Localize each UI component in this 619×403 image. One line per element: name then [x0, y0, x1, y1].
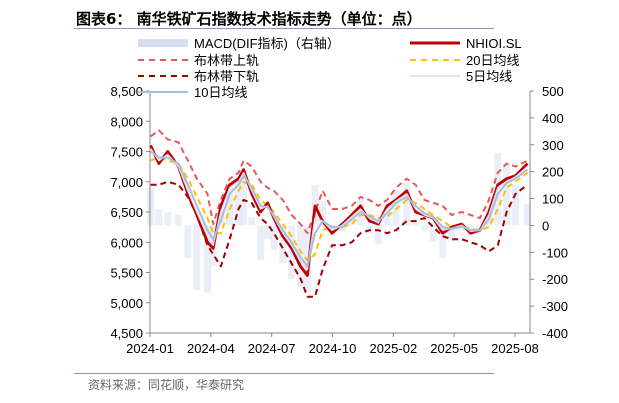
title-divider: [74, 28, 494, 29]
right-tick-label: -300: [542, 299, 568, 314]
macd-bar: [155, 209, 163, 226]
x-tick-label: 2024-10: [309, 341, 357, 356]
source-divider: [74, 373, 494, 374]
legend-label: NHIOI.SL: [466, 36, 522, 51]
legend-label: 布林带下轨: [194, 69, 259, 84]
right-tick-label: 0: [542, 218, 549, 233]
macd-bar: [288, 225, 296, 280]
macd-bar: [226, 182, 234, 226]
chart-title: 图表6： 南华铁矿石指数技术指标走势（单位：点）: [76, 10, 422, 28]
left-tick-label: 7,500: [110, 145, 143, 160]
right-tick-label: -200: [542, 272, 568, 287]
macd-bar: [412, 222, 420, 226]
macd-bar: [523, 203, 531, 226]
macd-bar: [338, 225, 346, 231]
macd-bar: [439, 225, 447, 258]
legend-swatch: [138, 39, 188, 47]
macd-bar: [374, 225, 382, 245]
macd-bar: [420, 225, 428, 231]
macd-bar: [193, 225, 201, 290]
left-tick-label: 7,000: [110, 175, 143, 190]
series-line: [149, 148, 528, 271]
macd-bar: [319, 201, 327, 226]
macd-bar: [217, 209, 225, 226]
left-tick-label: 4,500: [110, 326, 143, 341]
macd-bar: [184, 225, 192, 258]
right-tick-label: -400: [542, 326, 568, 341]
x-tick-label: 2024-04: [187, 341, 235, 356]
x-tick-label: 2025-05: [430, 341, 478, 356]
macd-bar: [511, 185, 519, 226]
legend-label: MACD(DIF指标)（右轴）: [194, 36, 340, 51]
macd-bar: [164, 212, 172, 226]
right-tick-label: 400: [542, 111, 564, 126]
series-line: [150, 150, 529, 268]
macd-bar: [503, 163, 511, 226]
legend-label: 20日均线: [466, 53, 519, 68]
macd-bar: [279, 225, 287, 264]
right-tick-label: 200: [542, 165, 564, 180]
macd-bar: [174, 214, 182, 226]
left-tick-label: 8,500: [110, 84, 143, 99]
macd-bar: [264, 225, 272, 239]
macd-bar: [257, 225, 265, 261]
macd-bar: [403, 182, 411, 226]
macd-bar: [383, 203, 391, 226]
macd-bar: [204, 225, 212, 293]
macd-bar: [248, 217, 256, 226]
legend-label: 10日均线: [194, 85, 247, 100]
x-tick-label: 2024-07: [248, 341, 296, 356]
x-tick-label: 2024-01: [126, 341, 174, 356]
macd-bar: [448, 225, 456, 242]
macd-bar: [458, 225, 466, 231]
macd-bar: [235, 179, 243, 226]
source-note: 资料来源：同花顺，华泰研究: [88, 378, 245, 392]
left-tick-label: 6,000: [110, 235, 143, 250]
macd-bar: [147, 187, 155, 226]
legend-label: 布林带上轨: [194, 53, 259, 68]
right-tick-label: 100: [542, 192, 564, 207]
right-tick-label: 300: [542, 138, 564, 153]
left-tick-label: 8,000: [110, 114, 143, 129]
x-tick-label: 2025-08: [491, 341, 539, 356]
left-tick-label: 5,000: [110, 296, 143, 311]
macd-bar: [429, 225, 437, 242]
series-line: [150, 129, 528, 235]
x-tick-label: 2025-02: [369, 341, 417, 356]
right-tick-label: -100: [542, 245, 568, 260]
macd-bar: [270, 225, 278, 250]
left-tick-label: 5,500: [110, 266, 143, 281]
left-tick-label: 6,500: [110, 205, 143, 220]
legend-label: 5日均线: [466, 69, 512, 84]
right-tick-label: 500: [542, 84, 564, 99]
